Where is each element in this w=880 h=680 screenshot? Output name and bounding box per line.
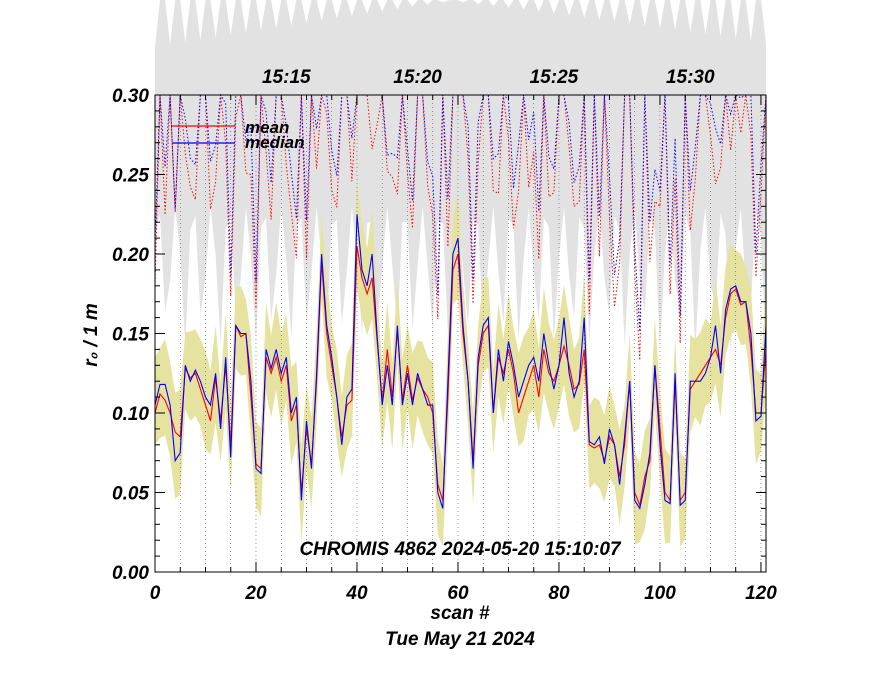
x-tick-label: 120 xyxy=(745,583,777,604)
time-label: 15:15 xyxy=(262,67,311,88)
mean-series-line xyxy=(155,246,766,508)
y-tick-label: 0.10 xyxy=(112,404,149,425)
y-axis: 0.00 0.05 0.10 0.15 0.20 0.25 0.30 xyxy=(112,86,766,584)
y-tick-label: 0.20 xyxy=(112,245,149,266)
y-tick-label: 0.00 xyxy=(112,563,149,584)
x-tick-label: 20 xyxy=(244,583,267,604)
series-lines xyxy=(155,214,766,510)
time-label: 15:25 xyxy=(530,67,579,88)
legend: mean median xyxy=(172,118,305,152)
x-axis-title: scan # xyxy=(430,603,490,624)
band-area xyxy=(155,179,766,547)
x-tick-label: 40 xyxy=(345,583,368,604)
upper-envelope xyxy=(155,0,766,357)
median-series-line xyxy=(155,214,766,510)
y-tick-label: 0.30 xyxy=(112,86,149,107)
x-tick-label: 100 xyxy=(644,583,676,604)
y-tick-label: 0.15 xyxy=(112,325,149,346)
time-labels: 15:15 15:20 15:25 15:30 xyxy=(262,67,715,88)
x-tick-label: 80 xyxy=(548,583,570,604)
y-axis-title: r₀ / 1 m xyxy=(81,303,102,367)
legend-mean-label: mean xyxy=(245,118,289,137)
x-tick-label: 0 xyxy=(150,583,161,604)
y-tick-label: 0.25 xyxy=(112,166,149,187)
scatter-band xyxy=(155,179,766,547)
time-label: 15:20 xyxy=(393,67,442,88)
y-tick-label: 0.05 xyxy=(112,484,149,505)
legend-median-label: median xyxy=(245,133,305,152)
chart-annotation: CHROMIS 4862 2024-05-20 15:10:07 xyxy=(299,539,622,560)
upper-band xyxy=(155,0,766,357)
time-label: 15:30 xyxy=(666,67,715,88)
x-axis: 0 20 40 60 80 100 120 xyxy=(150,95,777,604)
x-tick-label: 60 xyxy=(447,583,469,604)
date-label: Tue May 21 2024 xyxy=(385,629,535,650)
